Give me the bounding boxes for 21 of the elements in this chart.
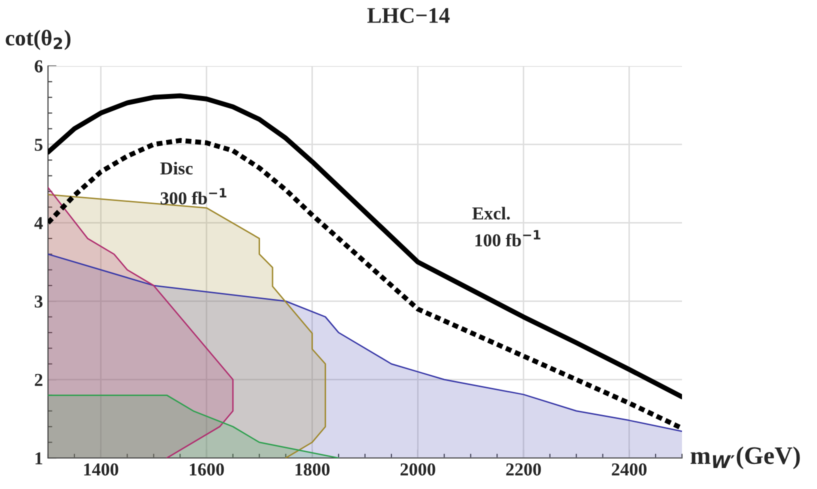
x-tick-label: 1400 xyxy=(84,463,118,476)
x-tick-label: 2200 xyxy=(506,463,541,476)
line-series xyxy=(48,93,682,400)
x-tick-label: 2400 xyxy=(612,463,647,476)
x-tick-label: 1600 xyxy=(190,463,224,476)
chart-title: LHC−14 xyxy=(367,8,450,23)
annotation: 300 fb$^{−1}$ xyxy=(160,188,226,204)
y-axis-title: cot(θ$_{2}$) xyxy=(6,30,70,50)
annotation: Disc xyxy=(160,162,193,175)
x-tick-label: 1800 xyxy=(296,463,330,476)
y-tick-label: 2 xyxy=(34,374,42,386)
annotation: Excl. xyxy=(472,206,510,220)
y-tick-label: 5 xyxy=(34,138,42,151)
x-axis-title: m$_{W′}$(GeV) xyxy=(690,446,800,470)
y-tick-label: 1 xyxy=(36,452,42,464)
y-tick-label: 6 xyxy=(34,60,43,72)
x-tick-label: 2000 xyxy=(400,463,436,476)
y-tick-label: 3 xyxy=(34,296,43,308)
y-tick-label: 4 xyxy=(34,217,43,230)
annotation: 100 fb$^{−1}$ xyxy=(475,230,540,246)
line-series xyxy=(48,138,682,431)
